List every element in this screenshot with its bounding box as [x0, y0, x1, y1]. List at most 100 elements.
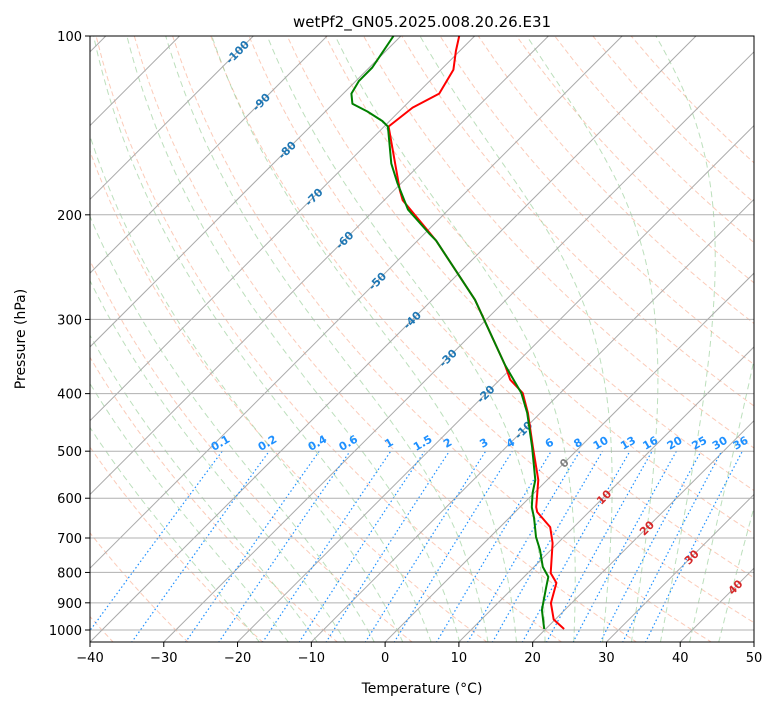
moist-adiabat — [126, 36, 461, 642]
x-tick-label: 10 — [451, 651, 468, 666]
isotherm — [163, 51, 754, 642]
mixing-ratio-label: 30 — [710, 434, 730, 453]
mixing-ratio-line — [622, 450, 723, 642]
mixing-ratio-line — [572, 450, 677, 642]
dry-adiabat — [172, 36, 713, 642]
dry-adiabat — [90, 446, 264, 642]
mixing-ratio-line — [599, 450, 702, 642]
isotherm — [90, 36, 402, 348]
dry-adiabat — [630, 36, 754, 164]
isotherm — [605, 493, 754, 642]
y-tick-label: 800 — [57, 566, 82, 581]
isotherm — [236, 124, 754, 642]
mixing-ratio-label: 6 — [543, 435, 556, 450]
plot-frame — [89, 35, 755, 643]
temperature-profile-line — [387, 36, 565, 630]
mixing-ratio-label: 1.5 — [411, 433, 434, 454]
isotherm — [310, 198, 754, 642]
mixing-ratio-label: 0.6 — [337, 432, 361, 453]
mixing-ratio-label: 13 — [618, 434, 638, 453]
isotherm — [90, 36, 254, 201]
profiles — [350, 36, 565, 630]
dry-adiabat — [363, 36, 754, 449]
y-tick-label: 600 — [57, 492, 82, 507]
mixing-ratio-label: 36 — [731, 434, 751, 453]
mixing-ratio-label: 16 — [640, 434, 660, 453]
dry-adiabat — [95, 36, 563, 642]
dewpoint-profile-line — [350, 36, 550, 630]
mixing-ratio-label: 0.1 — [209, 433, 232, 454]
x-tick-label: 20 — [524, 651, 541, 666]
moist-adiabat — [526, 36, 659, 642]
moist-adiabat — [90, 334, 318, 642]
pressure-grid — [90, 36, 754, 631]
dry-adiabat — [324, 36, 754, 492]
y-tick-label: 900 — [57, 597, 82, 612]
x-tick-label: −30 — [150, 651, 177, 666]
mixing-ratio-label: 0.2 — [256, 433, 279, 454]
moist-adiabat — [90, 426, 260, 642]
mixing-ratio-line — [436, 450, 552, 642]
moist-adiabat — [90, 215, 375, 642]
moist-adiabat — [266, 36, 546, 642]
mixing-ratio-line — [218, 450, 351, 642]
y-tick-label: 200 — [57, 209, 82, 224]
mixing-ratio-line — [546, 450, 653, 642]
mixing-ratio-label: 10 — [591, 434, 611, 453]
isotherm — [384, 272, 754, 642]
moist-adiabat — [419, 36, 613, 642]
x-axis-label: Temperature (°C) — [361, 681, 483, 697]
isotherm — [531, 419, 754, 642]
mixing-ratio-line — [325, 450, 450, 642]
x-tick-label: −20 — [224, 651, 251, 666]
mixing-ratio-line — [521, 450, 631, 642]
mixing-ratio-line — [131, 450, 270, 642]
moist-adiabat — [689, 357, 754, 642]
mixing-ratio-label: 20 — [665, 434, 685, 453]
isotherm — [90, 36, 623, 569]
mixing-ratio-label: 3 — [477, 436, 490, 451]
moist-adiabat — [165, 36, 489, 642]
x-tick-label: 0 — [381, 651, 389, 666]
isotherm — [90, 36, 328, 274]
axes: −40 −30 −20 −10 0 10 20 30 40 5010020030040050060… — [49, 30, 762, 666]
dry-adiabat — [90, 356, 339, 642]
isotherm-label: -100 — [223, 38, 252, 67]
x-tick-label: −40 — [76, 651, 103, 666]
mixing-ratio-line — [262, 450, 392, 642]
moist-adiabat — [655, 36, 716, 642]
dry-adiabat — [90, 259, 413, 642]
y-axis-label: Pressure (hPa) — [13, 289, 29, 389]
x-tick-label: 50 — [746, 651, 763, 666]
x-tick-label: 30 — [598, 651, 615, 666]
dry-adiabat — [477, 36, 754, 325]
mixing-ratio-line — [467, 450, 581, 642]
moist-adiabat — [718, 505, 754, 642]
dry-adiabat — [210, 36, 754, 624]
x-tick-label: −10 — [298, 651, 325, 666]
dry-adiabat — [592, 36, 754, 204]
moist-adiabat — [90, 382, 289, 642]
isotherm — [90, 36, 549, 496]
dry-adiabat — [439, 36, 754, 366]
moist-adiabat — [334, 36, 576, 642]
isotherm — [90, 36, 697, 642]
y-tick-label: 100 — [57, 30, 82, 45]
isotherm — [753, 641, 754, 642]
dry-adiabat — [90, 149, 488, 642]
mixing-ratio-line — [184, 450, 320, 642]
y-tick-label: 700 — [57, 532, 82, 547]
chart-title: wetPf2_GN05.2025.008.20.26.E31 — [293, 13, 551, 32]
y-tick-label: 1000 — [49, 624, 82, 639]
mixing-ratio-line — [298, 450, 426, 642]
dry-adiabat — [248, 36, 754, 579]
moist-adiabat — [93, 36, 432, 642]
y-tick-label: 500 — [57, 445, 82, 460]
dry-adiabat — [90, 532, 189, 642]
background-lines — [90, 36, 754, 642]
mixing-ratio-line — [364, 450, 487, 642]
mixing-ratio-label: 1 — [382, 436, 395, 451]
isotherm-label: -80 — [276, 138, 299, 161]
x-tick-label: 40 — [672, 651, 689, 666]
line-labels: 0.1 0.2 0.4 0.6 1 1.5 2 3 4 6 8 10 13 16 20 25 30 36-100-… — [209, 38, 751, 598]
